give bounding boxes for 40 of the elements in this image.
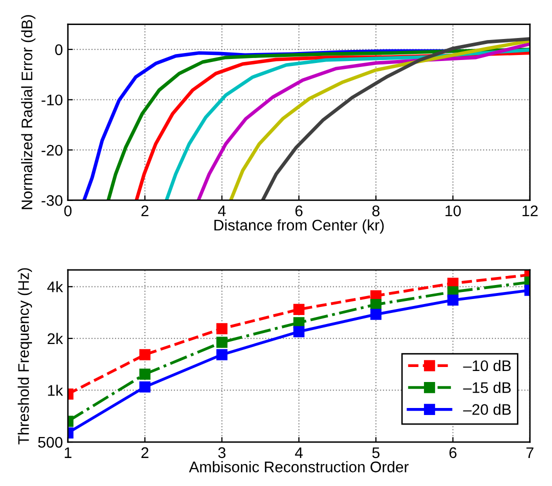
x-axis-title: Ambisonic Reconstruction Order [188,461,409,472]
y-tick-label: 2k [48,332,64,344]
point [216,336,228,348]
x-tick-label: 6 [295,205,302,216]
y-tick-label: 500 [38,436,62,448]
y-tick-label: -10 [42,94,62,106]
y-tick-label: 1k [48,384,64,396]
x-tick-label: 8 [372,205,380,216]
x-tick-label: 4 [295,447,303,458]
point [139,349,150,360]
legend-label: –10 dB [463,360,511,372]
point [370,308,382,320]
x-tick-label: 1 [64,447,72,458]
point [139,368,150,380]
y-axis-title: Threshold Frequency (Hz) [18,268,32,444]
point [139,381,150,392]
x-axis-title: Distance from Center (kr) [214,219,384,234]
x-tick-label: 7 [526,447,534,458]
x-tick-label: 6 [449,447,456,458]
y-tick-label: 0 [55,44,62,56]
point [370,298,382,310]
point [447,294,458,306]
point [293,304,304,315]
x-tick-label: 10 [446,205,461,216]
point [216,323,228,334]
x-tick-label: 4 [218,206,226,216]
y-tick-label: -30 [42,195,62,206]
x-tick-label: 2 [141,447,148,458]
x-tick-label: 5 [372,447,380,458]
x-tick-label: 3 [218,447,226,458]
x-tick-label: 2 [141,205,148,216]
y-tick-label: 4k [47,281,64,292]
y-axis-title: Normalized Radial Error (dB) [21,15,36,210]
y-tick-label: -20 [42,144,62,156]
point [293,326,304,338]
legend-label: –20 dB [463,404,511,415]
point [216,349,228,360]
x-tick-label: 12 [522,205,538,216]
legend-label: –15 dB [463,382,511,394]
x-tick-label: 0 [64,205,72,216]
